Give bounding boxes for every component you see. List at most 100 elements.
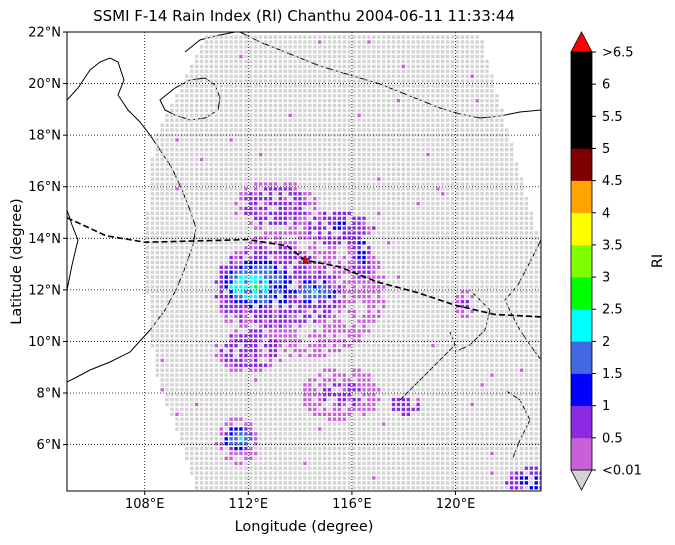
swath-cell	[411, 319, 415, 323]
swath-cell	[249, 221, 253, 225]
swath-cell	[185, 339, 189, 343]
swath-cell	[229, 187, 233, 191]
swath-cell	[377, 378, 381, 382]
swath-cell	[509, 329, 514, 333]
swath-cell	[288, 197, 292, 201]
swath-cell	[244, 481, 248, 485]
swath-cell	[386, 427, 391, 431]
swath-cell	[475, 378, 479, 382]
swath-cell	[441, 427, 445, 431]
swath-cell	[500, 344, 504, 348]
swath-cell	[327, 182, 332, 186]
swath-cell	[263, 285, 268, 289]
swath-cell	[411, 275, 415, 279]
swath-cell	[505, 378, 509, 382]
swath-cell	[465, 329, 469, 333]
swath-cell	[347, 246, 351, 250]
swath-cell	[244, 197, 248, 201]
swath-cell	[436, 231, 440, 235]
swath-cell	[234, 363, 238, 367]
swath-cell	[401, 280, 405, 284]
swath-cell	[244, 466, 248, 470]
swath-cell	[219, 368, 223, 372]
swath-cell	[505, 456, 509, 461]
swath-cell	[254, 437, 258, 441]
swath-cell	[372, 211, 376, 216]
swath-cell	[293, 491, 296, 494]
swath-cell	[229, 481, 233, 485]
swath-cell	[470, 197, 474, 201]
swath-cell	[450, 476, 455, 480]
swath-cell	[209, 324, 214, 328]
swath-cell	[258, 344, 263, 348]
swath-cell	[406, 383, 410, 387]
swath-cell	[500, 471, 504, 475]
swath-cell	[382, 344, 386, 348]
swath-cell	[268, 339, 273, 343]
swath-cell	[401, 197, 405, 201]
swath-cell	[445, 471, 450, 475]
swath-cell	[308, 260, 312, 265]
swath-cell	[327, 407, 332, 412]
swath-cell	[529, 388, 533, 392]
swath-cell	[190, 270, 194, 274]
swath-cell	[249, 319, 253, 323]
swath-cell	[175, 285, 179, 289]
swath-cell	[288, 187, 292, 191]
swath-cell	[332, 270, 337, 274]
swath-cell	[475, 319, 479, 323]
swath-cell	[185, 348, 189, 353]
swath-cell	[445, 363, 450, 367]
swath-cell	[362, 182, 366, 186]
swath-cell	[406, 211, 410, 216]
swath-cell	[450, 402, 455, 407]
swath-cell	[298, 348, 302, 353]
swath-cell	[406, 182, 410, 186]
swath-cell	[273, 339, 278, 343]
swath-cell	[386, 339, 391, 343]
swath-cell	[347, 211, 351, 216]
swath-cell	[288, 373, 292, 377]
swath-cell	[431, 265, 435, 269]
swath-cell	[254, 334, 258, 338]
swath-cell	[273, 427, 278, 431]
swath-cell	[509, 358, 514, 363]
swath-cell	[396, 275, 401, 279]
swath-cell	[239, 246, 243, 250]
swath-cell	[303, 280, 307, 284]
swath-cell	[214, 285, 218, 289]
swath-cell	[421, 486, 425, 490]
swath-cell	[539, 348, 541, 353]
swath-cell	[298, 442, 302, 446]
swath-cell	[150, 295, 155, 299]
swath-cell	[318, 339, 322, 343]
swath-cell	[362, 378, 366, 382]
swath-cell	[505, 402, 509, 407]
swath-cell	[386, 388, 391, 392]
swath-cell	[258, 309, 263, 314]
swath-cell	[372, 358, 376, 363]
swath-cell	[337, 471, 342, 475]
swath-cell	[421, 432, 425, 436]
swath-cell	[490, 393, 494, 397]
swath-cell	[229, 255, 233, 260]
swath-cell	[416, 422, 420, 426]
swath-cell	[313, 427, 317, 431]
swath-cell	[426, 383, 430, 387]
swath-cell	[431, 324, 435, 328]
swath-cell	[539, 417, 541, 421]
swath-cell	[258, 255, 263, 260]
swath-cell	[195, 432, 199, 436]
swath-cell	[495, 187, 499, 191]
swath-cell	[322, 451, 327, 456]
swath-cell	[406, 329, 410, 333]
swath-cell	[225, 491, 228, 494]
swath-cell	[327, 378, 332, 382]
swath-cell	[268, 481, 273, 485]
swath-cell	[342, 446, 346, 451]
swath-cell	[298, 226, 302, 230]
swath-cell	[441, 358, 445, 363]
swath-cell	[534, 329, 538, 333]
swath-cell	[470, 226, 474, 230]
swath-cell	[455, 250, 460, 255]
